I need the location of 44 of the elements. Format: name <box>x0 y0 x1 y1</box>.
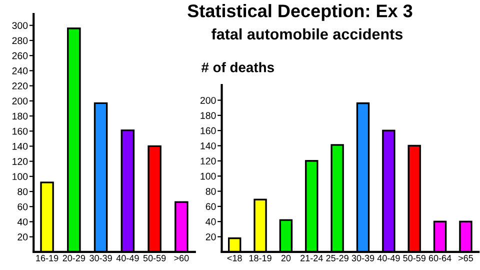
y-tick-label: 220 <box>12 82 28 90</box>
y-tick-label: 180 <box>200 112 216 120</box>
y-tick-label: 280 <box>12 37 28 44</box>
y-tick-label: 120 <box>12 158 28 165</box>
y-tick-label: 200 <box>200 96 216 104</box>
chart-subtitle: fatal automobile accidents <box>212 28 403 40</box>
y-tick-label: 60 <box>206 203 216 210</box>
y-tick-label: 80 <box>206 188 216 195</box>
chart-title: Statistical Deception: Ex 3 <box>188 4 412 21</box>
y-tick-label: 140 <box>12 142 28 150</box>
x-tick-label: 50-59 <box>403 254 426 262</box>
x-tick-label: 60-64 <box>428 254 452 262</box>
y-tick-label: 100 <box>12 173 28 180</box>
x-tick-label: 30-39 <box>90 254 112 262</box>
y-tick-label: 200 <box>12 98 28 104</box>
y-tick-label: 60 <box>18 203 28 210</box>
y-tick-label: 20 <box>206 233 216 240</box>
y-tick-label: 80 <box>18 188 28 196</box>
y-tick-label: 120 <box>200 158 216 165</box>
x-tick-label: >65 <box>458 254 473 262</box>
y-tick-label: 260 <box>12 52 28 60</box>
y-tick-label: 160 <box>200 127 216 134</box>
x-tick-label: 25-29 <box>326 254 348 262</box>
x-tick-label: 16-19 <box>36 254 58 262</box>
y-tick-label: 140 <box>200 142 216 150</box>
x-tick-label: 20-29 <box>62 254 86 262</box>
y-tick-label: 40 <box>17 218 28 226</box>
x-tick-label: 40-49 <box>116 254 139 262</box>
y-tick-label: 180 <box>12 112 28 120</box>
y-tick-label: 160 <box>12 128 28 135</box>
x-tick-label: 18-19 <box>249 254 272 262</box>
y-tick-label: 240 <box>12 67 28 74</box>
x-tick-label: 20 <box>281 254 291 262</box>
x-tick-label: 21-24 <box>300 254 323 262</box>
y-tick-label: 100 <box>200 172 216 180</box>
x-tick-label: <18 <box>227 254 242 262</box>
y-tick-label: 20 <box>18 234 28 240</box>
x-tick-label: >60 <box>174 254 189 262</box>
y-tick-label: 40 <box>206 218 216 226</box>
y-axis-title: # of deaths <box>201 62 274 72</box>
x-tick-label: 50-59 <box>143 254 166 262</box>
y-tick-label: 300 <box>12 22 28 29</box>
x-tick-label: 40-49 <box>377 254 400 262</box>
x-tick-label: 30-39 <box>352 254 374 262</box>
